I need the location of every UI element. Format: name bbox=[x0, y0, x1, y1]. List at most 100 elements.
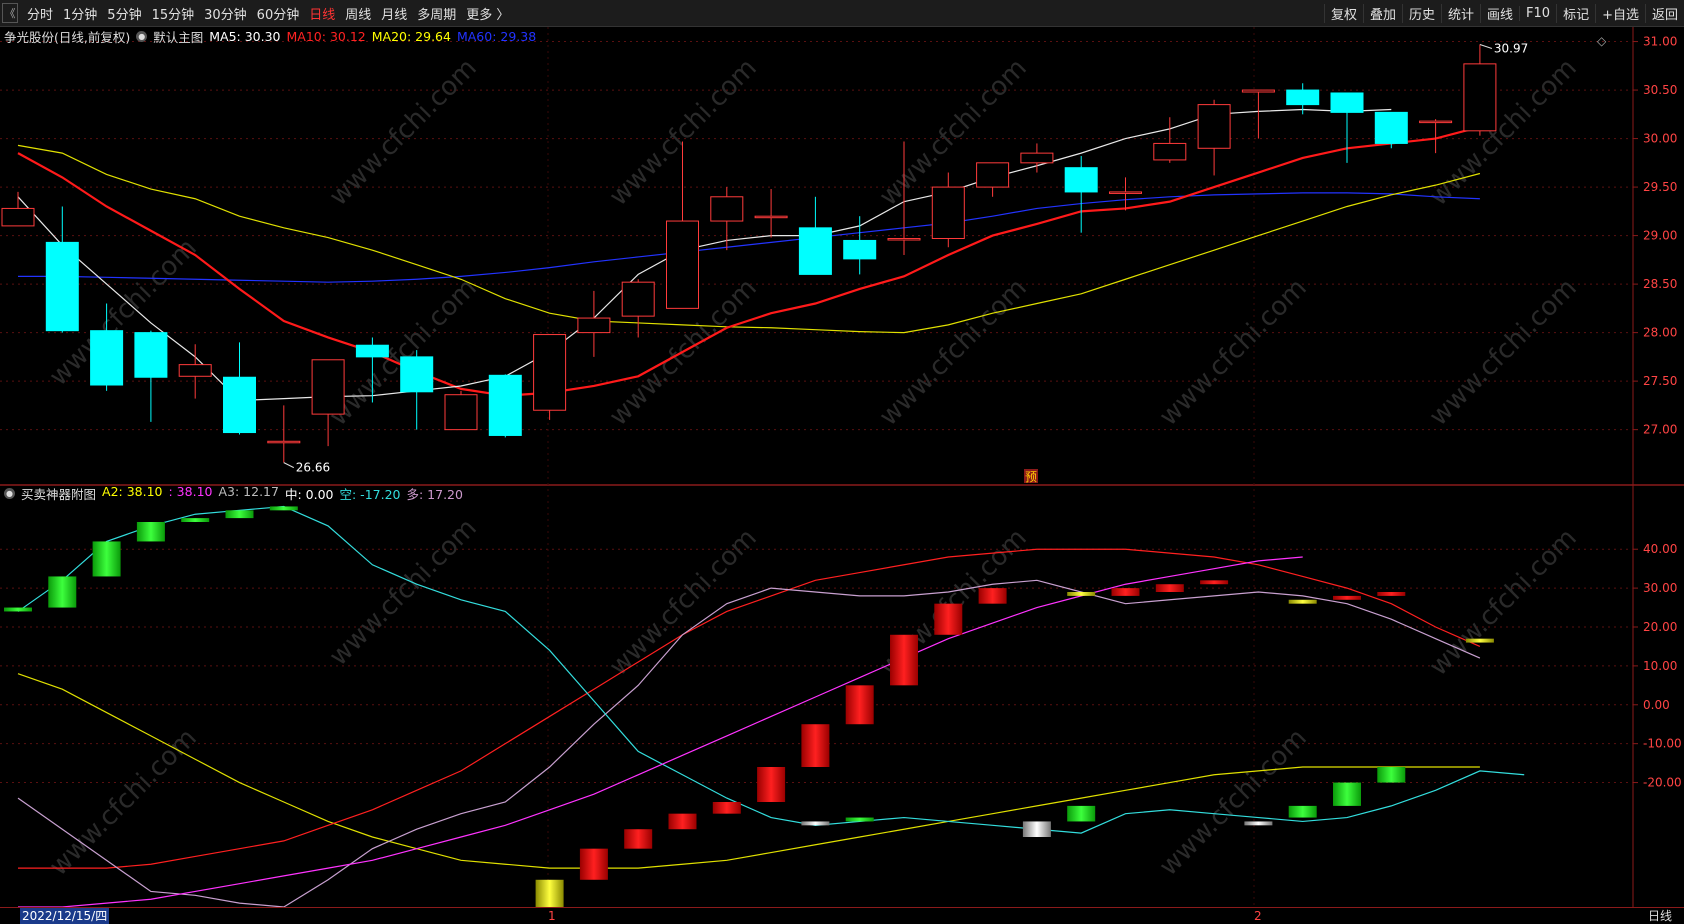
indicator-values: A2: 38.10: 38.10 A3: 12.17 中: 0.00 空: -17.2… bbox=[102, 484, 463, 503]
signal-bar bbox=[845, 685, 874, 725]
candle-body bbox=[1153, 142, 1187, 161]
expand-icon: ◇ bbox=[1597, 34, 1607, 48]
candle-body bbox=[1374, 111, 1408, 144]
signal-bar bbox=[890, 634, 918, 686]
tool-button[interactable]: 统计 bbox=[1441, 3, 1480, 23]
watermark-text: www.cfchi.com bbox=[1154, 273, 1313, 432]
candle-body bbox=[267, 440, 301, 444]
candle-body bbox=[887, 238, 921, 241]
signal-bar bbox=[1200, 580, 1229, 585]
y-tick-label: 20.00 bbox=[1643, 620, 1677, 634]
tool-button[interactable]: 标记 bbox=[1556, 3, 1595, 23]
signal-bar bbox=[1465, 638, 1494, 643]
candle-body bbox=[90, 330, 124, 386]
signal-bar bbox=[1244, 821, 1273, 826]
period-tab[interactable]: 5分钟 bbox=[107, 7, 142, 23]
candle-body bbox=[754, 215, 788, 219]
indicator-value: 中: 0.00 bbox=[284, 487, 334, 502]
indicator-name[interactable]: 买卖神器附图 bbox=[21, 487, 97, 502]
signal-bar bbox=[1333, 595, 1361, 600]
high-marker bbox=[1479, 43, 1493, 49]
candle-body bbox=[311, 359, 345, 415]
sub-legend: ● 买卖神器附图 A2: 38.10: 38.10 A3: 12.17 中: 0.0… bbox=[4, 484, 463, 503]
candle-body bbox=[1330, 92, 1364, 113]
indicator-value: A2: 38.10 bbox=[102, 484, 163, 499]
candle-body bbox=[400, 356, 434, 393]
tool-button[interactable]: 历史 bbox=[1401, 3, 1441, 23]
signal-bar bbox=[269, 506, 298, 511]
period-tab[interactable]: 分时 bbox=[27, 7, 54, 23]
y-tick-label: 27.50 bbox=[1643, 374, 1677, 388]
time-axis: 2022/12/15/四 1 2 日线 bbox=[0, 907, 1684, 924]
y-tick-label: 27.00 bbox=[1643, 423, 1677, 437]
candle-body bbox=[1064, 167, 1098, 193]
kong-line bbox=[17, 505, 1525, 834]
month-tick: 2 bbox=[1254, 909, 1262, 923]
ma-value: MA5: 30.30 bbox=[209, 29, 281, 44]
y-tick-label: 29.50 bbox=[1643, 180, 1677, 194]
watermark-text: www.cfchi.com bbox=[324, 513, 483, 672]
watermark-text: www.cfchi.com bbox=[604, 53, 763, 212]
signal-bar bbox=[1377, 592, 1406, 596]
period-tab[interactable]: 月线 bbox=[381, 7, 408, 23]
period-tab[interactable]: 周线 bbox=[345, 7, 372, 23]
candle-body bbox=[710, 196, 744, 222]
period-tab[interactable]: 1分钟 bbox=[63, 7, 98, 23]
period-tab[interactable]: 更多 〉 bbox=[466, 7, 510, 23]
watermark-text: www.cfchi.com bbox=[1424, 273, 1583, 432]
signal-bar bbox=[624, 829, 653, 849]
y-tick-label: 28.50 bbox=[1643, 277, 1677, 291]
candle-body bbox=[843, 239, 877, 260]
y-tick-label: 30.50 bbox=[1643, 83, 1677, 97]
high-label: 30.97 bbox=[1494, 41, 1528, 55]
signal-bar bbox=[181, 518, 210, 522]
tool-button[interactable]: +自选 bbox=[1595, 3, 1645, 23]
candle-body bbox=[577, 317, 611, 334]
candle-body bbox=[134, 332, 168, 378]
signal-bar bbox=[92, 541, 121, 577]
y-tick-label: 10.00 bbox=[1643, 659, 1677, 673]
candle-body bbox=[1241, 89, 1275, 93]
period-indicator[interactable]: 日线 bbox=[1647, 909, 1672, 923]
y-tick-label: 0.00 bbox=[1643, 698, 1670, 712]
period-tab[interactable]: 15分钟 bbox=[151, 7, 195, 23]
tool-button[interactable]: F10 bbox=[1519, 5, 1556, 21]
tool-button[interactable]: 画线 bbox=[1480, 3, 1519, 23]
ma10-line bbox=[17, 125, 1481, 397]
period-tab[interactable]: 30分钟 bbox=[204, 7, 247, 23]
y-tick-label: 29.00 bbox=[1643, 229, 1677, 243]
candle-body bbox=[45, 241, 79, 332]
candle-body bbox=[1020, 152, 1054, 164]
red-line bbox=[18, 548, 1481, 869]
signal-bar bbox=[1333, 782, 1361, 806]
watermark-text: www.cfchi.com bbox=[1154, 723, 1313, 882]
period-tabs: 分时 1分钟 5分钟 15分钟 30分钟 60分钟 日线 周线 月线 多周期 更多 〉 bbox=[22, 4, 514, 23]
signal-bar bbox=[757, 767, 786, 802]
candle-body bbox=[533, 334, 567, 411]
candle-body bbox=[666, 220, 699, 309]
watermark-text: www.cfchi.com bbox=[324, 53, 483, 212]
collapse-toggle-icon[interactable]: 《 bbox=[2, 3, 18, 23]
tool-button[interactable]: 复权 bbox=[1323, 3, 1363, 23]
signal-bar bbox=[1022, 821, 1051, 837]
kline-chart[interactable]: 31.00 30.50 30.00 29.50 29.00 28.50 28.00 27.50… bbox=[0, 27, 1684, 907]
period-tab[interactable]: 日线 bbox=[309, 7, 336, 23]
signal-bar bbox=[934, 603, 963, 635]
signal-bar bbox=[978, 588, 1007, 604]
ma-legend: MA5: 30.30 MA10: 30.12 MA20: 29.64 MA60: 29… bbox=[209, 29, 536, 44]
signal-bar bbox=[579, 848, 608, 880]
ma60-line bbox=[18, 192, 1480, 283]
period-tab[interactable]: 多周期 bbox=[417, 7, 457, 23]
period-tab[interactable]: 60分钟 bbox=[256, 7, 300, 23]
signal-bar bbox=[48, 576, 77, 608]
tool-button[interactable]: 叠加 bbox=[1362, 3, 1402, 23]
signal-bar bbox=[1067, 592, 1096, 596]
layout-name[interactable]: 默认主图 bbox=[153, 30, 204, 45]
tool-button[interactable]: 返回 bbox=[1644, 3, 1684, 23]
candle-body bbox=[444, 394, 478, 431]
watermark-text: www.cfchi.com bbox=[1424, 523, 1583, 682]
settings-dot-icon[interactable]: ● bbox=[4, 488, 15, 499]
candle-body bbox=[931, 186, 965, 240]
settings-dot-icon[interactable]: ● bbox=[136, 31, 148, 42]
signal-bar bbox=[1288, 599, 1317, 604]
